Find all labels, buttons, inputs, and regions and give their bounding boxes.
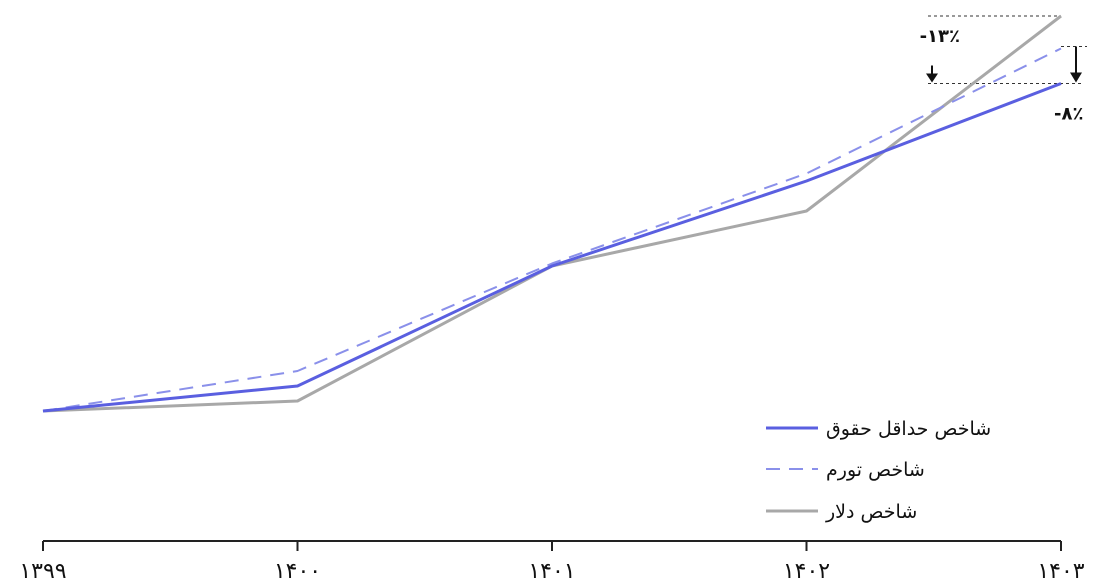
legend-label-1: شاخص حداقل حقوق — [826, 418, 991, 440]
series-lines — [42, 14, 1062, 413]
legend-label-3: شاخص دلار — [825, 501, 917, 523]
arrow-8-head — [1070, 72, 1082, 83]
annotation-label-13: -۱۳٪ — [920, 26, 960, 47]
x-tick-label: ۱۴۰۲ — [783, 559, 830, 580]
arrow-13-head — [926, 73, 938, 83]
annotation-label-8: -۸٪ — [1054, 104, 1083, 125]
x-axis: ۱۳۹۹ ۱۴۰۰ ۱۴۰۱ ۱۴۰۲ ۱۴۰۳ — [19, 540, 1085, 580]
annotations: -۱۳٪ -۸٪ — [920, 26, 1084, 125]
legend: شاخص حداقل حقوق شاخص تورم شاخص دلار — [766, 418, 991, 523]
legend-label-2: شاخص تورم — [826, 459, 925, 481]
series-line-2 — [42, 47, 1062, 412]
annotation-guides — [928, 15, 1087, 84]
x-tick-label: ۱۴۰۳ — [1037, 559, 1084, 580]
x-tick-label: ۱۴۰۰ — [274, 559, 321, 580]
x-tick-label: ۱۳۹۹ — [19, 559, 66, 580]
series-line-3 — [42, 14, 1062, 413]
x-tick-label: ۱۴۰۱ — [528, 559, 575, 580]
